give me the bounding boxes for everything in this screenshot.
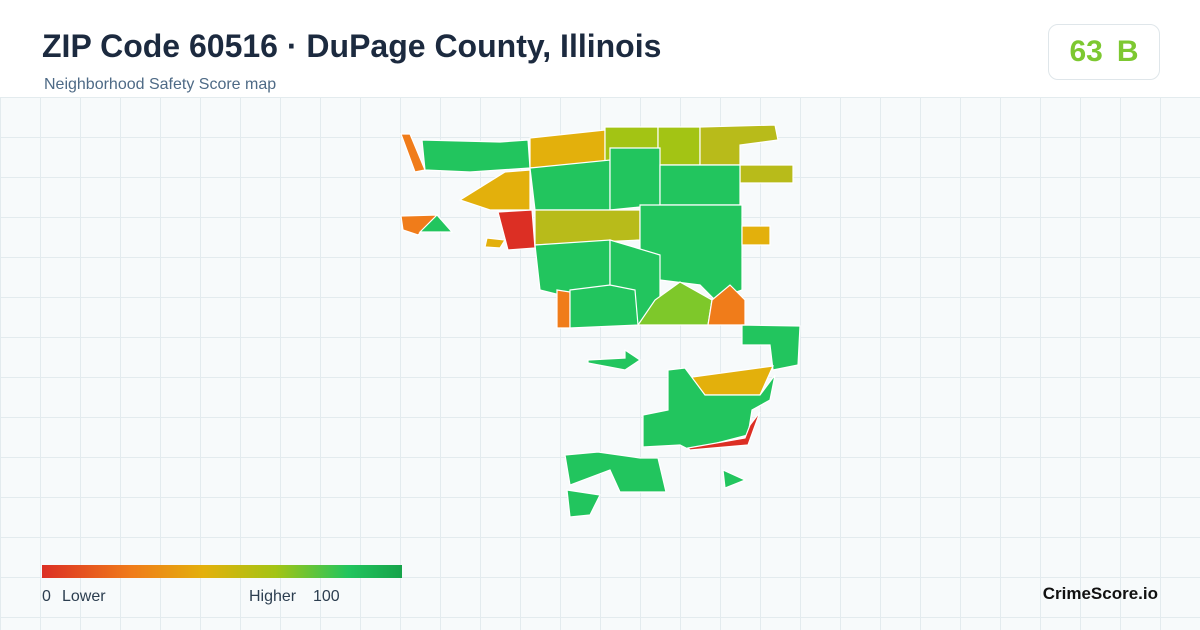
area: [642, 367, 776, 451]
area: [566, 489, 601, 518]
subtitle: Neighborhood Safety Score map: [44, 76, 277, 93]
area: [534, 209, 641, 246]
area: [657, 126, 701, 166]
legend-gradient: [42, 565, 402, 578]
area: [636, 281, 713, 326]
area: [741, 324, 801, 371]
area: [741, 225, 771, 246]
area: [497, 209, 536, 251]
area: [458, 169, 531, 211]
neighborhoods: [400, 124, 801, 518]
legend-high-label: Higher: [249, 588, 297, 605]
legend-min: 0: [42, 588, 51, 605]
score-badge: 63 B: [1048, 24, 1160, 80]
area: [609, 147, 661, 211]
area: [722, 469, 747, 489]
area: [707, 284, 746, 326]
brand: CrimeScore.io: [1042, 584, 1158, 603]
title: ZIP Code 60516 · DuPage County, Illinois: [42, 28, 662, 64]
area: [739, 164, 794, 184]
grade: B: [1116, 35, 1139, 68]
area: [659, 164, 741, 206]
area: [587, 348, 642, 371]
area: [400, 214, 439, 236]
area: [686, 411, 761, 451]
score: 63: [1069, 35, 1103, 68]
legend-max: 100: [313, 588, 340, 605]
legend-low-label: Lower: [62, 588, 106, 605]
area: [421, 139, 531, 173]
area: [484, 237, 507, 249]
area: [569, 284, 639, 329]
area: [699, 124, 779, 166]
area: [564, 451, 667, 493]
area: [556, 289, 571, 329]
area: [418, 214, 454, 233]
area: [529, 159, 611, 211]
